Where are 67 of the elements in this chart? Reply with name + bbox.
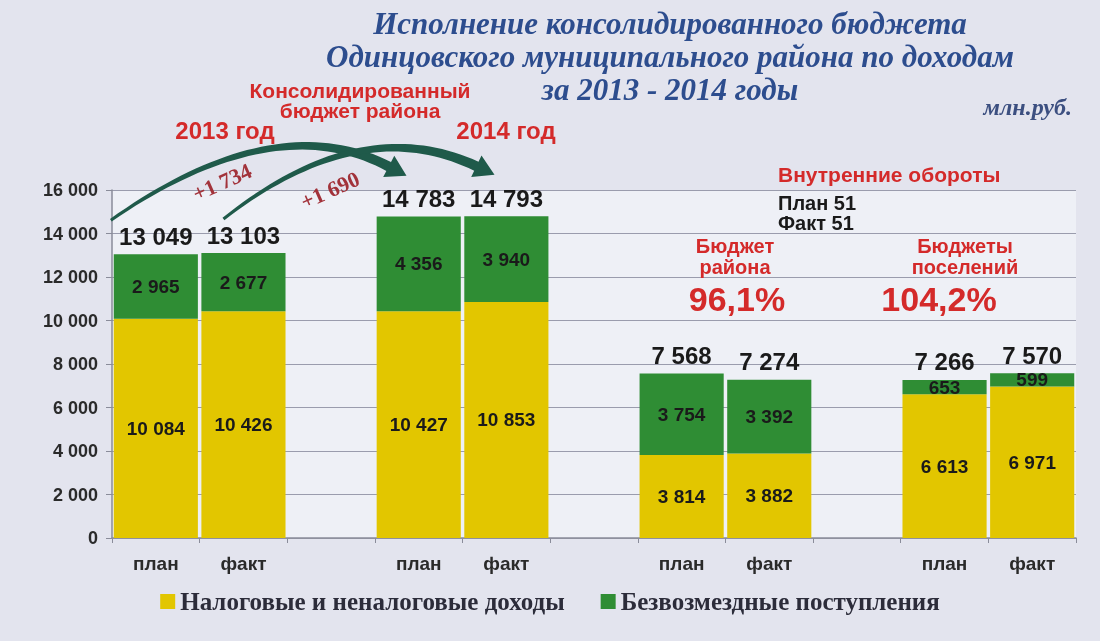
x-tick-label: факт (746, 553, 793, 574)
data-label: 10 427 (389, 414, 448, 436)
y-tick-label: 0 (87, 528, 98, 548)
y-tick-label: 14 000 (42, 223, 98, 244)
text: млн.руб. (982, 94, 1072, 120)
data-label: 6 971 (1008, 451, 1057, 473)
data-label: 3 392 (745, 406, 794, 428)
annotation: Бюджет района (695, 234, 775, 278)
annotation: +1 734 (188, 157, 256, 207)
x-tick-label: факт (1009, 553, 1056, 574)
bar (201, 311, 286, 538)
data-label: 2 965 (132, 275, 181, 297)
bar (113, 254, 198, 319)
legend-label: Налоговые и неналоговые доходы (180, 588, 565, 615)
data-label: 6 613 (920, 455, 969, 477)
total-label: 14 793 (469, 184, 544, 212)
data-label: 653 (928, 376, 961, 398)
bar (464, 216, 549, 302)
x-tick-label: план (658, 553, 705, 574)
total-label: 7 274 (739, 348, 800, 376)
y-tick-label: 2 000 (52, 484, 98, 505)
bar (201, 253, 286, 312)
data-label: 599 (1016, 369, 1049, 391)
total-label: 13 049 (119, 222, 193, 250)
x-tick-label: факт (220, 553, 267, 574)
annotation: План 51 (778, 192, 857, 214)
y-tick-label: 10 000 (42, 310, 98, 331)
bar (639, 373, 724, 456)
bar (727, 453, 812, 538)
bar (990, 386, 1075, 538)
total-label: 7 568 (651, 341, 712, 369)
data-label: 3 814 (657, 486, 706, 508)
bar (113, 318, 198, 538)
bar (376, 216, 461, 312)
text: Внутренние обороты (778, 162, 1001, 186)
y-tick-label: 8 000 (52, 354, 98, 374)
x-tick-label: план (133, 553, 179, 574)
annotation: +1 690 (296, 165, 364, 215)
total-label: 13 103 (206, 221, 281, 249)
x-tick-label: план (395, 553, 442, 574)
bar (727, 379, 812, 454)
total-label: 7 570 (1002, 341, 1063, 369)
annotation: Бюджеты поселений (911, 234, 1019, 278)
y-tick-label: 12 000 (42, 267, 98, 287)
data-label: 4 356 (394, 253, 443, 275)
legend-label: Безвозмездные поступления (620, 588, 940, 615)
data-label: 3 754 (657, 403, 706, 425)
annotation: Факт 51 (778, 212, 854, 234)
data-label: 2 677 (219, 271, 268, 293)
x-tick-label: факт (483, 553, 530, 574)
x-tick-label: план (921, 553, 968, 574)
bar (639, 455, 724, 538)
data-label: 3 940 (482, 248, 531, 270)
y-tick-label: 4 000 (52, 441, 98, 461)
annotation: 96,1% (688, 280, 786, 318)
y-tick-label: 6 000 (52, 397, 98, 418)
bar (464, 301, 549, 538)
bar (376, 311, 461, 538)
annotation: 104,2% (881, 280, 997, 318)
y-tick-label: 16 000 (42, 180, 98, 200)
total-label: 14 783 (382, 184, 456, 212)
data-label: 3 882 (745, 485, 794, 507)
total-label: 7 266 (914, 348, 975, 376)
bar (902, 394, 987, 538)
data-label: 10 853 (477, 409, 536, 431)
data-label: 10 426 (214, 414, 273, 436)
data-label: 10 084 (126, 417, 186, 439)
